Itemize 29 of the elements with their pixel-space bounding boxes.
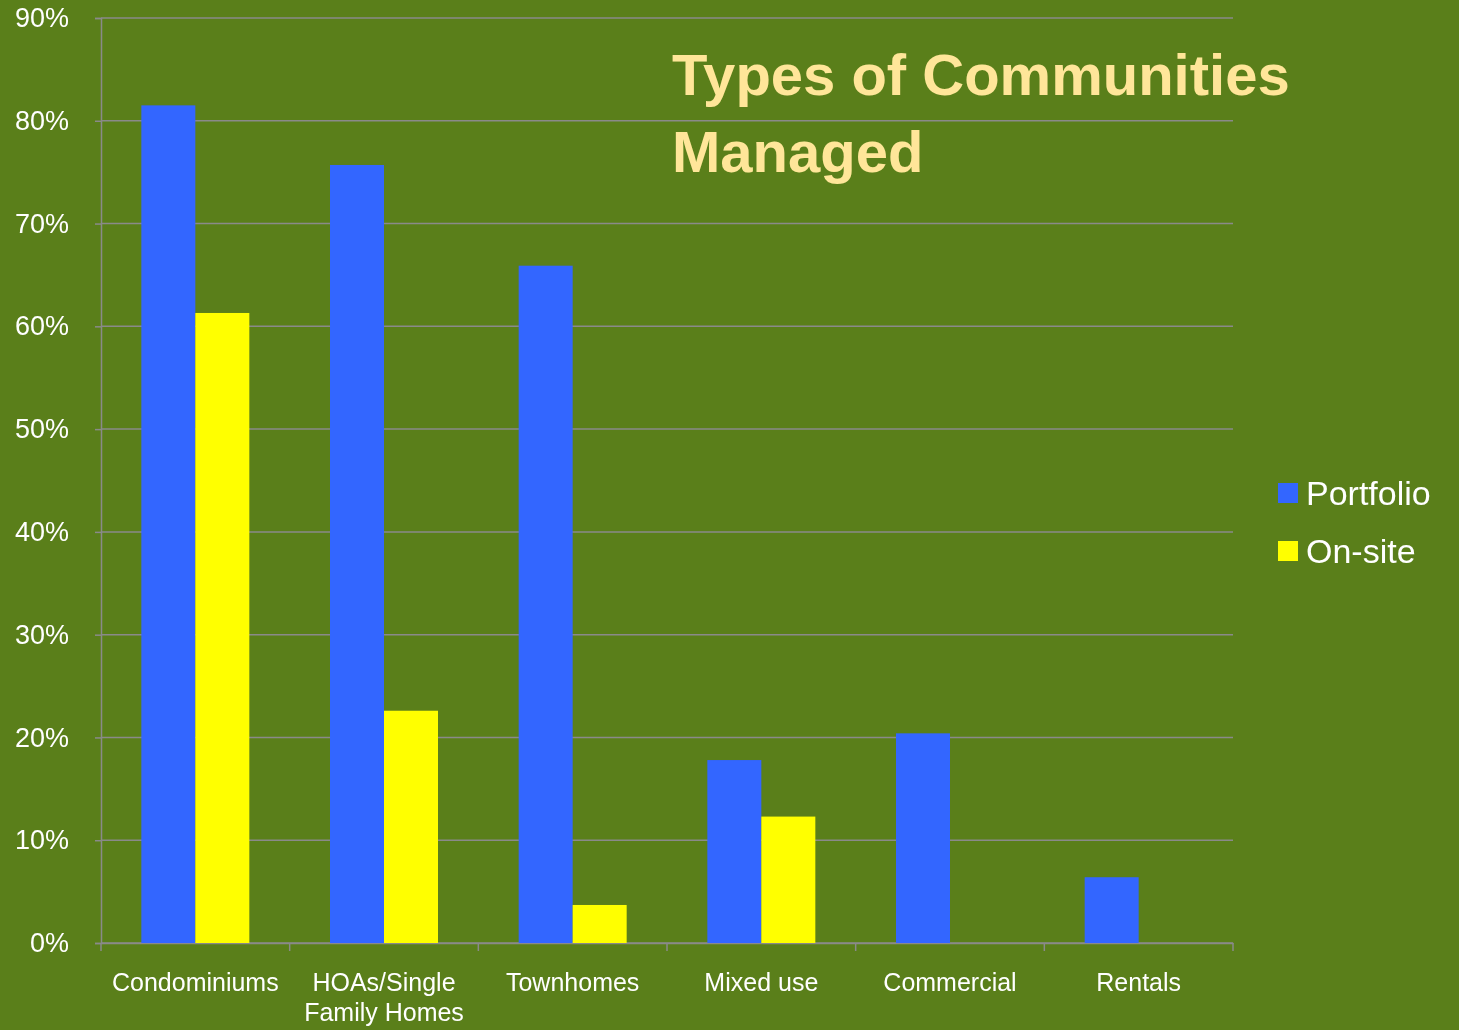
x-tick-label: Mixed use xyxy=(704,967,819,996)
y-tick-label: 90% xyxy=(14,3,69,34)
bar xyxy=(384,710,438,943)
x-tick-label: Townhomes xyxy=(505,967,640,996)
bar xyxy=(761,816,816,943)
text: Types of Communities Managed xyxy=(672,42,1290,184)
bar xyxy=(195,312,250,943)
x-tick-label: Rentals xyxy=(1096,967,1182,996)
y-tick-label: 40% xyxy=(14,517,69,548)
bar xyxy=(572,904,627,943)
y-tick-label: 0% xyxy=(29,928,69,959)
bar xyxy=(707,760,762,943)
y-tick-label: 20% xyxy=(14,722,69,753)
y-tick-label: 60% xyxy=(14,311,69,342)
y-tick-label: 50% xyxy=(14,414,69,445)
x-tick-label: HOAs/Single Family Homes xyxy=(304,967,464,1026)
bar xyxy=(141,105,196,943)
y-tick-label: 10% xyxy=(14,825,69,856)
legend-label: On-site xyxy=(1306,532,1416,570)
bar xyxy=(896,733,950,943)
legend-label: Portfolio xyxy=(1306,474,1431,512)
y-tick-label: 70% xyxy=(14,208,69,239)
y-tick-label: 80% xyxy=(14,105,69,136)
y-tick-label: 30% xyxy=(14,619,69,650)
x-tick-label: Condominiums xyxy=(111,967,279,996)
bar xyxy=(330,164,384,943)
bar xyxy=(518,265,573,943)
bar xyxy=(1084,877,1139,943)
x-tick-label: Commercial xyxy=(883,967,1017,996)
